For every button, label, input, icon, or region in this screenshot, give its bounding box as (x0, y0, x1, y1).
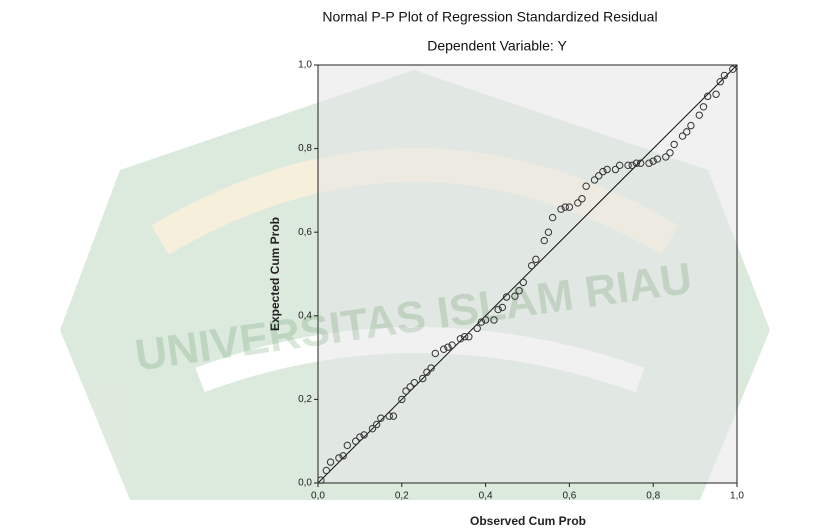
y-tick-label: 0,0 (298, 478, 312, 489)
point (519, 278, 528, 287)
point (557, 205, 565, 213)
point (565, 203, 574, 211)
point (377, 414, 385, 422)
y-tick-label: 0,4 (298, 310, 312, 321)
point (490, 316, 498, 324)
point (502, 293, 511, 301)
chart-subtitle: Dependent Variable: Y (427, 38, 567, 54)
point (335, 454, 343, 462)
point (448, 341, 456, 349)
point (703, 92, 712, 101)
point (456, 335, 465, 343)
point (599, 167, 607, 176)
point (695, 111, 703, 119)
x-axis-label: Observed Cum Prob (470, 514, 586, 528)
point (561, 203, 569, 211)
point (666, 149, 674, 157)
point (326, 458, 335, 466)
point (515, 287, 523, 295)
point (360, 431, 368, 439)
point (494, 305, 502, 314)
point (653, 155, 662, 163)
point (385, 412, 393, 420)
point (317, 476, 325, 484)
point (527, 261, 536, 270)
point (574, 199, 582, 207)
point (372, 420, 381, 429)
point (368, 424, 377, 433)
y-axis-label: Expected Cum Prob (268, 217, 282, 331)
point (699, 103, 708, 111)
point (465, 333, 473, 341)
point (460, 333, 469, 341)
point (352, 437, 360, 445)
point (511, 292, 519, 300)
point (444, 343, 452, 351)
point (540, 236, 548, 245)
point (582, 182, 590, 190)
point (481, 316, 490, 324)
point (431, 349, 440, 358)
point (678, 132, 687, 140)
point (402, 387, 410, 395)
point (419, 374, 427, 383)
point (649, 157, 657, 165)
point (590, 176, 599, 184)
point (389, 412, 398, 420)
point (544, 228, 553, 236)
x-tick-label: 1,0 (730, 491, 744, 502)
point (729, 65, 737, 73)
point (603, 165, 611, 174)
y-tick-label: 0,8 (298, 143, 312, 154)
point (716, 78, 724, 86)
y-tick-label: 0,6 (298, 227, 312, 238)
point (595, 172, 603, 180)
y-tick-label: 0,2 (298, 394, 312, 405)
x-tick-label: 0,6 (562, 491, 576, 502)
point (683, 128, 691, 136)
point (440, 345, 448, 353)
point (339, 452, 347, 460)
point (548, 213, 557, 222)
chart-title: Normal P-P Plot of Regression Standardiz… (322, 9, 657, 25)
point (628, 161, 636, 170)
point (670, 140, 678, 149)
point (410, 378, 419, 387)
point (632, 159, 641, 167)
point (636, 159, 645, 167)
y-tick-label: 1,0 (298, 60, 312, 71)
point (611, 165, 620, 174)
point (343, 441, 352, 450)
point (406, 383, 414, 391)
point (624, 161, 632, 170)
x-tick-label: 0,2 (395, 491, 409, 502)
point (398, 395, 406, 404)
point (720, 71, 729, 80)
point (662, 153, 670, 161)
point (498, 303, 507, 312)
point (687, 121, 695, 130)
point (712, 90, 720, 98)
point (423, 368, 431, 376)
point (578, 195, 586, 203)
point (532, 255, 540, 264)
point (473, 324, 481, 333)
point (322, 466, 331, 475)
x-tick-label: 0,4 (479, 491, 493, 502)
point (356, 433, 364, 441)
point (645, 159, 653, 167)
point (427, 364, 435, 372)
point (615, 161, 624, 170)
point (477, 318, 486, 326)
x-tick-label: 0,0 (311, 491, 325, 502)
x-tick-label: 0,8 (646, 491, 660, 502)
